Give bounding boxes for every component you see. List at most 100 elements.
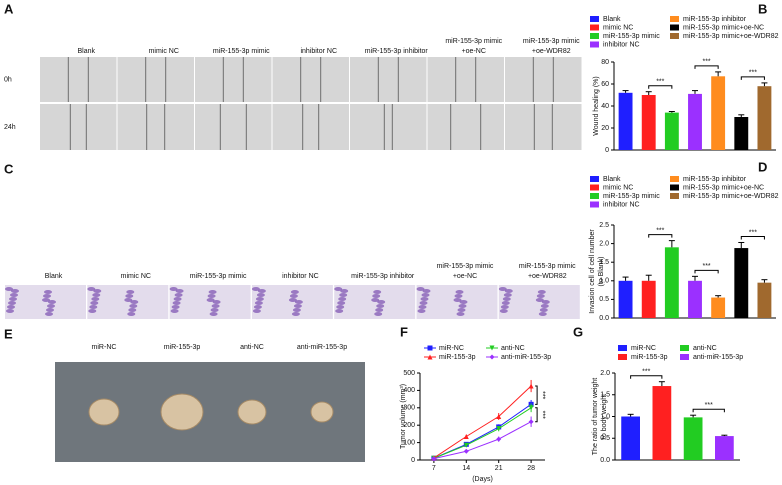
column-label: miR-NC [92,344,117,351]
significance-bracket [694,269,719,274]
y-tick-label: 60 [601,81,609,88]
legend-swatch [670,193,679,199]
marker [427,345,433,351]
significance-bracket [648,85,673,89]
significance-bracket [535,407,538,423]
y-tick-label: 200 [403,422,415,429]
cell [453,298,462,302]
significance-label: *** [749,229,757,236]
cell [501,301,510,305]
cell [374,312,383,316]
column-label: Blank [45,273,63,280]
legend-label: inhibitor NC [603,41,640,48]
cell [420,297,429,301]
cell [170,309,179,313]
cell [44,290,52,294]
cell [255,297,264,301]
photo [427,57,504,102]
bar [711,76,726,150]
significance-label: *** [642,369,650,376]
cell [454,294,463,298]
significance-label: *** [538,411,545,419]
column-label: miR-155-3p [164,344,201,351]
x-tick-label: 7 [432,465,436,472]
y-tick-label: 80 [601,59,609,66]
cell [340,289,349,293]
legend-label: Blank [603,16,621,23]
cell [294,300,303,304]
cell [127,312,136,316]
cell [124,298,133,302]
bar [664,247,679,318]
photo [505,57,582,102]
cell [539,308,548,312]
y-tick-label: 1.5 [600,392,610,399]
legend-label: miR-155-3p mimic+oe-NC [683,184,764,191]
bar [641,280,656,318]
photo [195,104,272,150]
bar [652,386,672,460]
column-label: +oe-NC [453,273,477,280]
cell [254,301,263,305]
bar [618,92,633,150]
marker [496,414,502,419]
cell [6,309,14,313]
cell [339,293,348,297]
column-label: inhibitor NC [282,273,319,280]
cell [209,312,218,316]
photo [117,104,194,150]
column-label: miR-155-3p mimic [213,48,270,55]
cell [292,308,301,312]
panel-label: A [4,1,14,16]
cell [129,304,138,308]
cell [541,300,550,304]
x-axis-label: (Days) [472,476,493,483]
y-tick-label: 1.0 [599,278,609,285]
significance-label: *** [749,70,757,77]
cell [373,290,382,294]
row-label: 0h [4,76,12,83]
significance-label: *** [702,59,710,66]
significance-bracket [740,76,765,80]
panel-label: F [400,324,408,339]
legend-swatch [590,24,599,31]
bar [757,86,772,150]
cell [422,289,431,293]
cell [93,289,102,293]
line [433,421,532,460]
legend-swatch [590,201,599,208]
bar [618,280,633,318]
cell [45,312,53,316]
column-label: miR-155-3p mimic [519,263,576,270]
cell [293,304,302,308]
cell [375,308,384,312]
cell [289,294,298,298]
cell [335,309,344,313]
column-label: +oe-NC [462,48,486,55]
cell [334,287,343,291]
cell [210,308,219,312]
marker [489,345,495,351]
cell [498,287,507,291]
significance-label: *** [656,79,664,86]
cell [91,297,100,301]
y-axis-label: Tumor volume (mm³) [400,384,407,449]
cell [92,293,101,297]
cell [212,300,221,304]
legend-label: miR-155-3p [439,354,476,361]
bar [711,297,726,318]
y-tick-label: 100 [403,439,415,446]
y-axis-label: (to Blank) [598,257,605,287]
legend-swatch [670,184,679,191]
y-tick-label: 2.5 [599,222,609,229]
photo [40,104,117,150]
y-axis-label: The ratio of tumor weight [592,378,599,455]
cell [535,298,544,302]
column-label: +oe-WDR82 [528,273,567,280]
column-label: anti-NC [240,344,264,351]
legend-swatch [670,16,679,22]
legend-label: miR-NC [439,345,464,352]
y-tick-label: 0.0 [599,315,609,322]
cell [257,289,266,293]
bar [734,248,749,318]
